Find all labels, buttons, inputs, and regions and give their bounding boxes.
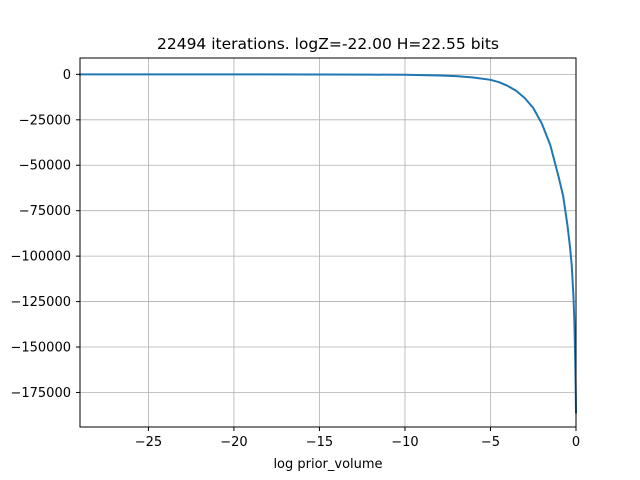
grid <box>80 58 577 427</box>
y-tick-label: −100000 <box>10 250 71 265</box>
x-tick-label: −5 <box>481 435 500 450</box>
series-line <box>79 73 578 414</box>
y-tick-label: −175000 <box>10 386 71 401</box>
x-tick-label: −10 <box>391 435 418 450</box>
y-tick-label: −150000 <box>10 341 71 356</box>
y-tick-label: 0 <box>63 68 71 83</box>
x-tick-label: −15 <box>306 435 333 450</box>
y-tick-label: −75000 <box>19 204 71 219</box>
x-tick-label: 0 <box>572 435 580 450</box>
x-axis-label: log prior_volume <box>273 457 382 472</box>
y-tick-label: −50000 <box>19 159 71 174</box>
y-tick-label: −25000 <box>19 113 71 128</box>
ticks: −25 −20 −15 −10 −5 0 0 −25000 −50000 −75000 −10000… <box>10 68 580 450</box>
x-tick-label: −25 <box>135 435 162 450</box>
x-tick-label: −20 <box>220 435 247 450</box>
plot-frame <box>79 57 577 428</box>
y-tick-label: −125000 <box>10 295 71 310</box>
series-layer <box>79 73 578 414</box>
chart-title: 22494 iterations. logZ=-22.00 H=22.55 bi… <box>157 35 499 53</box>
